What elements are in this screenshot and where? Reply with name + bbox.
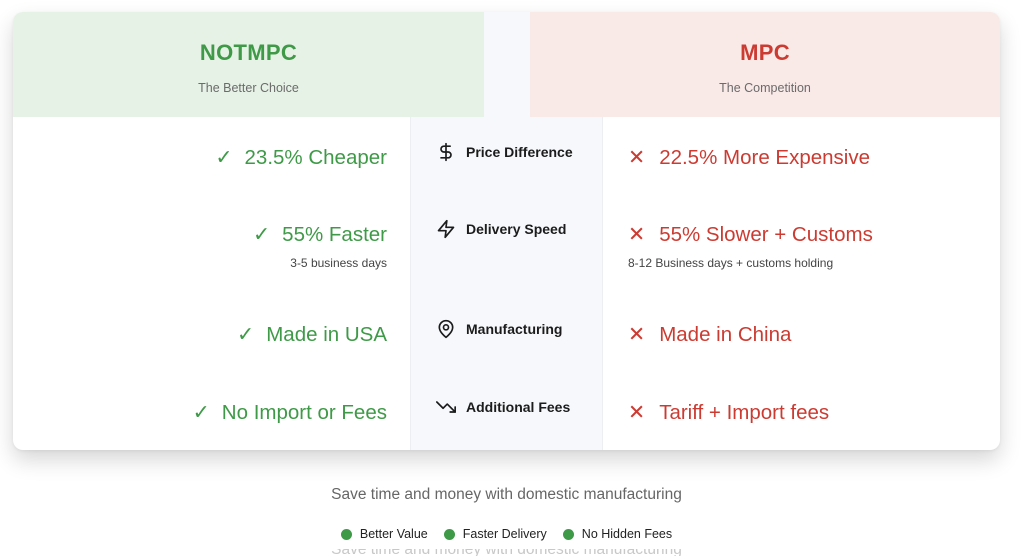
fees-bad: ✕ Tariff + Import fees bbox=[628, 400, 829, 425]
notmpc-header: NOTMPC The Better Choice bbox=[13, 12, 484, 117]
mpc-header: MPC The Competition bbox=[530, 12, 1000, 117]
check-icon: ✓ bbox=[252, 223, 271, 246]
feature-badges: Better Value Faster Delivery No Hidden F… bbox=[0, 527, 1013, 541]
cross-icon: ✕ bbox=[628, 146, 646, 169]
metric-manufacturing: Manufacturing bbox=[436, 319, 562, 339]
manufacturing-good: ✓ Made in USA bbox=[237, 322, 387, 347]
dollar-icon bbox=[440, 142, 452, 162]
metric-price-label: Price Difference bbox=[466, 144, 573, 160]
fees-good: ✓ No Import or Fees bbox=[193, 400, 387, 425]
green-dot-icon bbox=[562, 528, 574, 540]
cross-icon: ✕ bbox=[628, 223, 646, 246]
mpc-title: MPC bbox=[740, 40, 790, 65]
badge-label: Faster Delivery bbox=[462, 527, 547, 541]
notmpc-subtitle: The Better Choice bbox=[198, 81, 299, 95]
badge-label: No Hidden Fees bbox=[581, 527, 673, 541]
cross-icon: ✕ bbox=[628, 401, 646, 424]
metric-manufacturing-label: Manufacturing bbox=[466, 321, 563, 337]
metric-fees-label: Additional Fees bbox=[466, 399, 571, 415]
notmpc-title: NOTMPC bbox=[199, 40, 298, 65]
fees-good-text: No Import or Fees bbox=[221, 401, 387, 424]
tagline-reflection: Save time and money with domestic manufa… bbox=[0, 549, 1013, 556]
badge-label: Better Value bbox=[359, 527, 428, 541]
fees-bad-text: Tariff + Import fees bbox=[659, 401, 830, 424]
price-bad: ✕ 22.5% More Expensive bbox=[628, 145, 870, 170]
trending-down-icon bbox=[436, 401, 456, 413]
delivery-bad-note: 8-12 Business days + customs holding bbox=[628, 256, 834, 270]
check-icon: ✓ bbox=[215, 146, 233, 169]
lightning-icon bbox=[437, 219, 455, 239]
metric-delivery: Delivery Speed bbox=[436, 219, 566, 239]
metric-price: Price Difference bbox=[436, 142, 573, 162]
green-dot-icon bbox=[443, 528, 455, 540]
metric-delivery-label: Delivery Speed bbox=[466, 221, 567, 237]
price-bad-text: 22.5% More Expensive bbox=[659, 146, 870, 169]
cross-icon: ✕ bbox=[628, 323, 646, 346]
manufacturing-bad: ✕ Made in China bbox=[628, 322, 791, 347]
delivery-good-text: 55% Faster bbox=[282, 223, 387, 246]
tagline: Save time and money with domestic manufa… bbox=[331, 486, 682, 503]
check-icon: ✓ bbox=[192, 401, 210, 424]
metric-column bbox=[410, 117, 603, 450]
manufacturing-good-text: Made in USA bbox=[266, 323, 387, 346]
comparison-card: NOTMPC The Better Choice MPC The Competi… bbox=[13, 12, 1000, 450]
check-icon: ✓ bbox=[237, 323, 255, 346]
delivery-bad-text: 55% Slower + Customs bbox=[659, 223, 873, 246]
location-pin-icon bbox=[438, 319, 454, 339]
badge-faster-delivery: Faster Delivery bbox=[443, 527, 547, 541]
price-good: ✓ 23.5% Cheaper bbox=[215, 145, 387, 170]
metric-fees: Additional Fees bbox=[436, 397, 570, 417]
delivery-bad: ✕ 55% Slower + Customs bbox=[628, 222, 873, 247]
badge-better-value: Better Value bbox=[340, 527, 428, 541]
badge-no-hidden-fees: No Hidden Fees bbox=[562, 527, 673, 541]
delivery-good: ✓ 55% Faster bbox=[253, 222, 387, 247]
green-dot-icon bbox=[340, 528, 352, 540]
price-good-text: 23.5% Cheaper bbox=[244, 146, 387, 169]
header-spacer bbox=[484, 12, 530, 117]
delivery-good-note: 3-5 business days bbox=[290, 256, 387, 270]
mpc-subtitle: The Competition bbox=[719, 81, 811, 95]
manufacturing-bad-text: Made in China bbox=[659, 323, 792, 346]
